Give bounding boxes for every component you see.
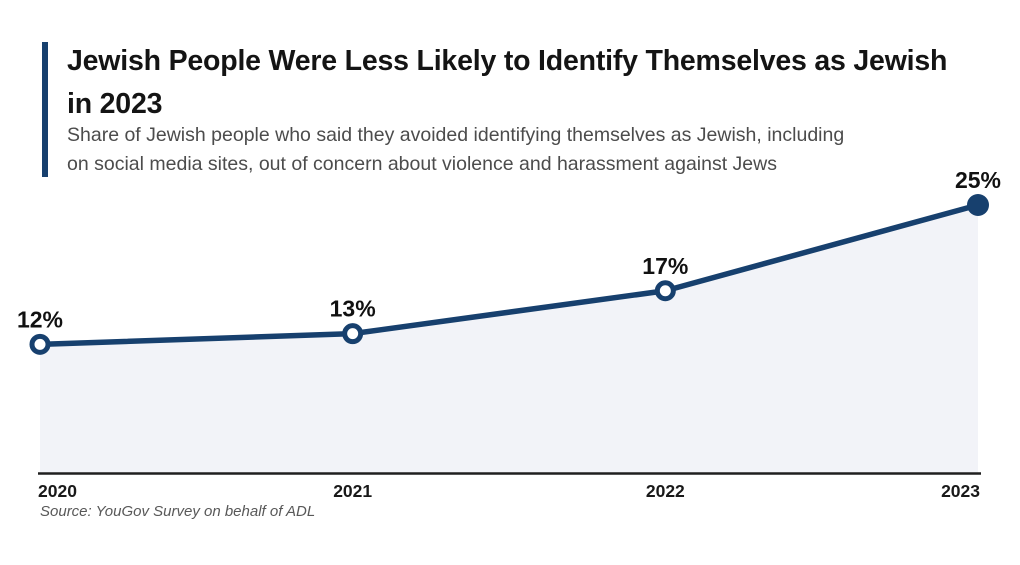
chart-subtitle-line-2: on social media sites, out of concern ab…	[67, 152, 777, 175]
trend-line	[37, 202, 981, 348]
data-point-label-2022: 17%	[642, 253, 688, 279]
chart-subtitle-line-1: Share of Jewish people who said they avo…	[67, 124, 845, 146]
x-axis-label-2020: 2020	[38, 481, 77, 501]
data-point-marker-2021	[342, 323, 364, 345]
data-point-marker-2020	[29, 333, 51, 355]
chart-title-line-1: Jewish People Were Less Likely to Identi…	[67, 45, 948, 77]
chart-subtitle: Share of Jewish people who said they avo…	[67, 121, 997, 178]
x-axis-label-2023: 2023	[941, 481, 980, 501]
data-point-marker-2023	[967, 194, 989, 216]
data-point-marker-2022	[654, 280, 676, 302]
data-point-label-2023: 25%	[955, 167, 1001, 193]
x-axis-label-2021: 2021	[333, 481, 372, 501]
source-note: Source: YouGov Survey on behalf of ADL	[40, 503, 316, 520]
chart-title: Jewish People Were Less Likely to Identi…	[67, 40, 997, 126]
data-point-label-2021: 13%	[330, 296, 376, 322]
x-axis-label-2022: 2022	[646, 481, 685, 501]
chart-title-line-2: in 2023	[67, 88, 163, 120]
title-accent-bar	[42, 42, 48, 177]
data-point-label-2020: 12%	[17, 306, 63, 332]
